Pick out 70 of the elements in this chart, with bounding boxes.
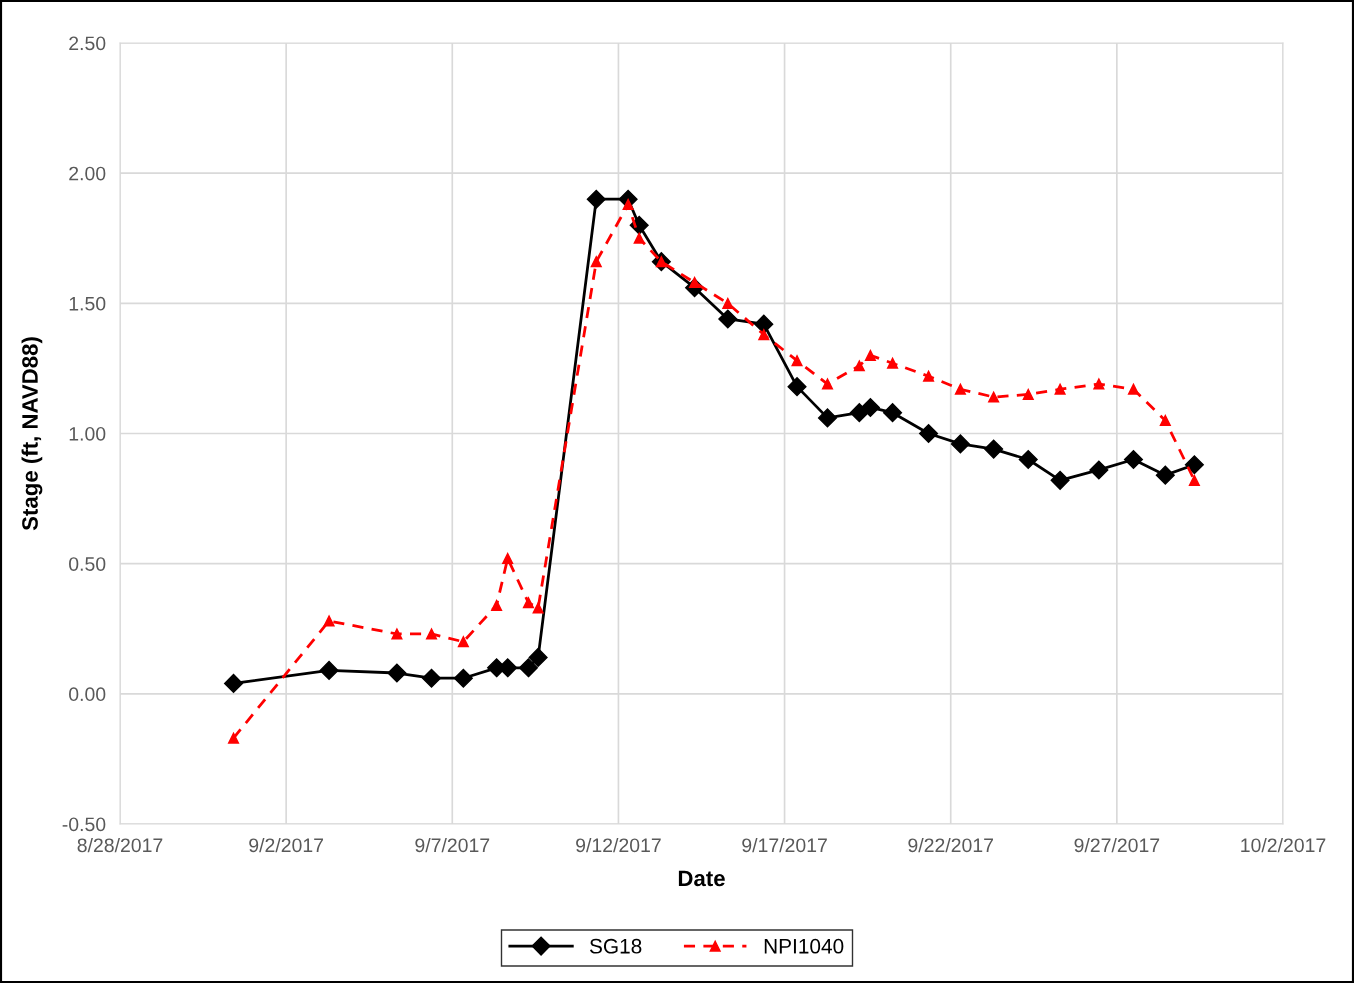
point [1089, 460, 1109, 480]
point [453, 668, 473, 688]
legend-label: NPI1040 [764, 938, 844, 954]
point [457, 636, 469, 648]
x-tick-label: 10/2/2017 [1241, 837, 1326, 853]
y-tick-label: 1.50 [69, 296, 106, 311]
legend-label: SG18 [589, 938, 642, 954]
y-tick-label: 1.00 [69, 426, 106, 441]
point [718, 309, 738, 329]
point [860, 397, 880, 418]
point [586, 189, 606, 209]
y-axis-title: Stage (ft, NAVD88) [21, 337, 43, 531]
point [864, 349, 876, 361]
point [1159, 414, 1171, 427]
point [491, 599, 503, 611]
y-tick-label: 2.00 [69, 166, 106, 181]
point [633, 232, 645, 244]
point [387, 663, 407, 683]
x-tick-label: 9/12/2017 [576, 837, 661, 853]
point [622, 198, 634, 210]
point [1093, 378, 1105, 390]
point [425, 628, 438, 640]
x-tick-label: 9/27/2017 [1074, 837, 1160, 853]
point [1184, 455, 1204, 475]
point [1188, 474, 1200, 486]
point [1022, 388, 1034, 401]
x-axis-title: Date [678, 870, 725, 887]
point [391, 628, 403, 640]
point [528, 647, 548, 667]
point [421, 668, 442, 688]
point [1155, 465, 1175, 485]
point [522, 597, 534, 609]
point [722, 297, 734, 309]
point [319, 660, 339, 680]
point [1050, 470, 1070, 490]
point [817, 408, 838, 428]
y-tick-label: -0.50 [62, 817, 106, 832]
point [988, 391, 1000, 403]
point [758, 329, 770, 341]
point [950, 434, 970, 454]
point [821, 378, 834, 390]
y-tick-label: 2.50 [69, 36, 106, 51]
point [853, 360, 865, 372]
point [227, 732, 240, 744]
point [787, 377, 807, 397]
x-tick-label: 9/2/2017 [249, 837, 324, 853]
point [887, 357, 899, 369]
point [1054, 383, 1066, 395]
point [1123, 449, 1144, 470]
point [502, 552, 514, 565]
y-tick-label: 0.00 [69, 687, 106, 702]
point [1018, 449, 1038, 470]
x-tick-label: 9/22/2017 [908, 837, 993, 853]
point [223, 673, 244, 693]
point [984, 439, 1004, 459]
point [883, 403, 903, 423]
point [954, 383, 966, 395]
point [518, 658, 538, 678]
point [1127, 383, 1140, 395]
point [923, 370, 935, 382]
point [590, 256, 602, 268]
y-tick-label: 0.50 [69, 557, 106, 571]
x-tick-label: 9/17/2017 [742, 837, 827, 853]
point [791, 355, 803, 367]
point [532, 602, 544, 614]
x-tick-label: 8/28/2017 [77, 837, 163, 853]
point [919, 423, 939, 444]
x-tick-label: 9/7/2017 [415, 837, 490, 853]
point [323, 615, 335, 627]
point [754, 314, 774, 334]
